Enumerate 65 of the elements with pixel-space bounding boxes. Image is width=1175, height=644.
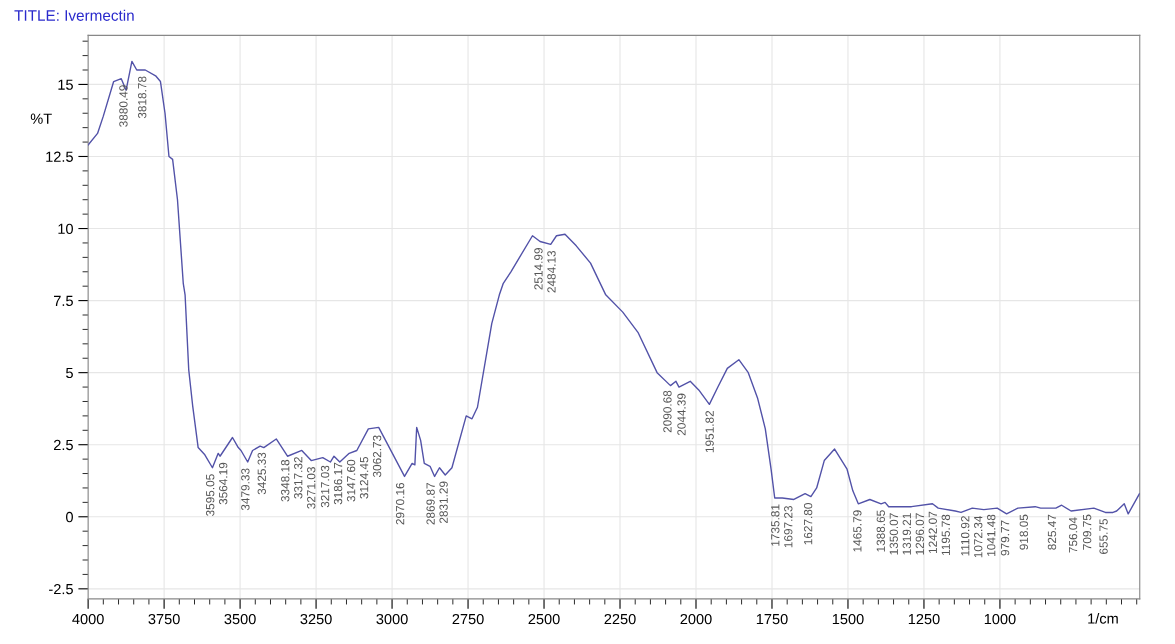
y-tick-label: 5 — [66, 367, 73, 379]
x-tick-label: 3000 — [376, 613, 408, 625]
annotation: 1735.81 — [771, 504, 780, 546]
annotation: 1072.34 — [974, 515, 983, 558]
annotation: 1319.21 — [902, 513, 911, 555]
annotation: 979.77 — [1000, 520, 1010, 556]
x-tick-label: 2500 — [528, 613, 560, 625]
annotation: 3062.73 — [372, 435, 382, 478]
y-tick-label: 0 — [66, 511, 73, 523]
annotation: 1388.65 — [876, 510, 885, 552]
annotation: 3880.49 — [119, 85, 128, 127]
annotation: 2970.16 — [395, 482, 405, 525]
annotation: 2831.29 — [439, 481, 448, 524]
x-tick-label: 3500 — [224, 613, 256, 625]
annotation: 3217.03 — [320, 465, 330, 508]
x-axis-title: 1/cm — [1088, 613, 1118, 624]
annotation: 2090.68 — [663, 390, 672, 433]
annotation: 2514.99 — [534, 248, 543, 290]
y-tick-label: 12.5 — [46, 151, 73, 162]
annotation: 1296.07 — [915, 513, 924, 555]
annotation: 1697.23 — [784, 505, 793, 548]
y-axis-title: %T — [30, 113, 52, 124]
x-tick-label: 1250 — [908, 613, 940, 625]
y-tick-label: 15 — [58, 79, 73, 90]
x-tick-label: 1500 — [832, 613, 864, 625]
annotation: 825.47 — [1047, 514, 1057, 550]
y-tick-label: 10 — [58, 223, 73, 234]
annotation: 1041.48 — [987, 514, 996, 556]
annotation: 1195.78 — [941, 514, 950, 556]
annotation: 3147.60 — [346, 459, 356, 502]
annotation: 2484.13 — [547, 250, 556, 293]
y-tick-label: -2.5 — [49, 583, 73, 595]
annotation: 1110.92 — [961, 516, 970, 556]
y-tick-label: 2.5 — [54, 439, 73, 451]
annotation: 1465.79 — [853, 510, 862, 552]
x-tick-label: 2750 — [452, 613, 484, 625]
annotation: 3595.05 — [206, 474, 215, 516]
annotation: 1627.80 — [803, 503, 813, 545]
annotation: 3818.78 — [138, 76, 147, 119]
x-tick-label: 3250 — [300, 613, 332, 625]
x-tick-label: 2250 — [604, 613, 636, 625]
annotation: 3124.45 — [359, 456, 369, 499]
annotation: 1242.07 — [928, 511, 937, 554]
annotation: 756.04 — [1068, 517, 1078, 553]
annotation: 3271.03 — [307, 467, 316, 509]
annotation: 1951.82 — [705, 410, 714, 453]
chart-title: TITLE: Ivermectin — [14, 9, 134, 21]
annotation: 2044.39 — [677, 393, 686, 436]
x-tick-label: 2000 — [680, 613, 712, 625]
annotation: 2869.87 — [426, 483, 435, 525]
annotation: 655.75 — [1099, 518, 1108, 554]
x-tick-label: 3750 — [148, 613, 180, 625]
annotation: 3425.33 — [257, 452, 266, 495]
annotation: 3348.18 — [281, 459, 290, 502]
annotation: 3317.32 — [294, 457, 303, 499]
annotation: 918.05 — [1019, 514, 1029, 550]
annotation: 1350.07 — [889, 513, 898, 555]
annotation: 3186.17 — [333, 462, 343, 505]
x-tick-label: 1750 — [756, 613, 788, 625]
annotation: 3564.19 — [219, 462, 228, 505]
annotation: 3479.33 — [241, 468, 250, 511]
y-tick-label: 7.5 — [54, 295, 73, 307]
x-tick-label: 4000 — [72, 613, 104, 625]
x-tick-label: 1000 — [984, 613, 1016, 625]
annotation: 709.75 — [1082, 514, 1092, 550]
